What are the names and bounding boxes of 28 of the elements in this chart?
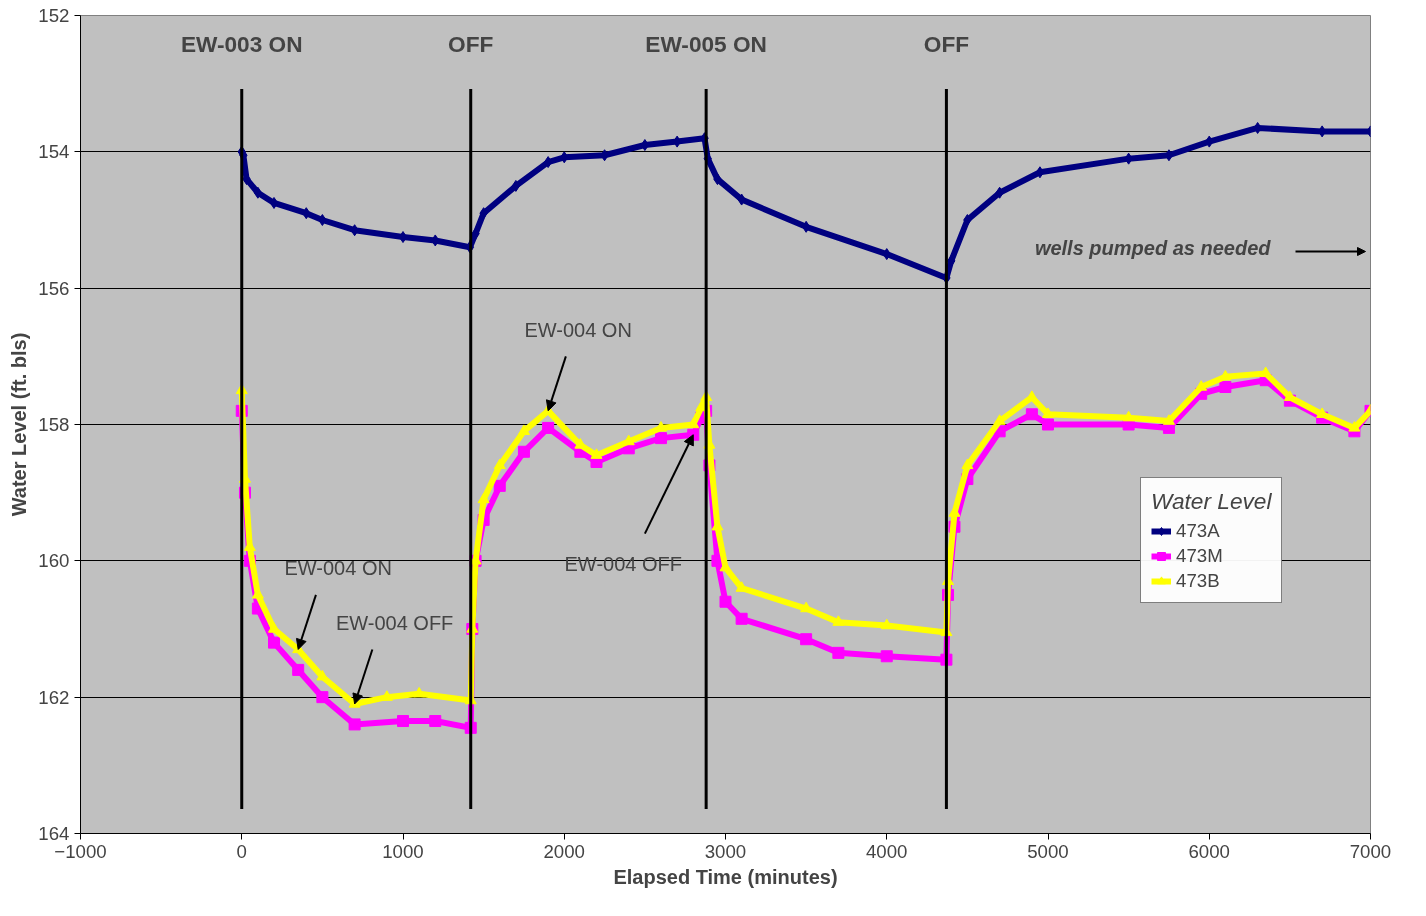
y-tick-label: 156 bbox=[38, 277, 70, 299]
x-tick-label: 3000 bbox=[704, 840, 747, 862]
annotation: EW-004 OFF bbox=[335, 611, 454, 634]
x-tick-label: 0 bbox=[236, 840, 247, 862]
x-tick-label: 7000 bbox=[1349, 840, 1392, 862]
y-axis-title: Water Level (ft. bls) bbox=[8, 332, 31, 517]
legend-label: 473A bbox=[1176, 520, 1220, 542]
annotation: EW-004 ON bbox=[524, 318, 632, 341]
legend-label: 473B bbox=[1176, 570, 1220, 592]
annotation: wells pumped as needed bbox=[1034, 236, 1272, 259]
legend-title: Water Level bbox=[1151, 488, 1272, 515]
x-tick-label: 5000 bbox=[1027, 840, 1069, 862]
x-tick-label: 4000 bbox=[866, 840, 908, 862]
y-tick-label: 160 bbox=[38, 550, 70, 572]
legend-label: 473M bbox=[1176, 545, 1223, 567]
y-tick-label: 162 bbox=[38, 686, 70, 708]
y-tick-label: 152 bbox=[38, 5, 70, 26]
ref-line-label: OFF bbox=[448, 31, 494, 58]
y-tick-label: 154 bbox=[38, 141, 70, 163]
ref-line-label: EW-005 ON bbox=[645, 31, 767, 58]
x-tick-label: 6000 bbox=[1188, 840, 1231, 862]
ref-line-label: OFF bbox=[923, 31, 970, 58]
x-tick-label: 1000 bbox=[382, 840, 424, 862]
x-axis-title: Elapsed Time (minutes) bbox=[613, 865, 838, 888]
ref-line-label: EW-003 ON bbox=[180, 31, 303, 58]
y-tick-label: 158 bbox=[38, 414, 70, 435]
annotation: EW-004 ON bbox=[284, 557, 392, 580]
x-tick-label: 2000 bbox=[543, 840, 586, 862]
